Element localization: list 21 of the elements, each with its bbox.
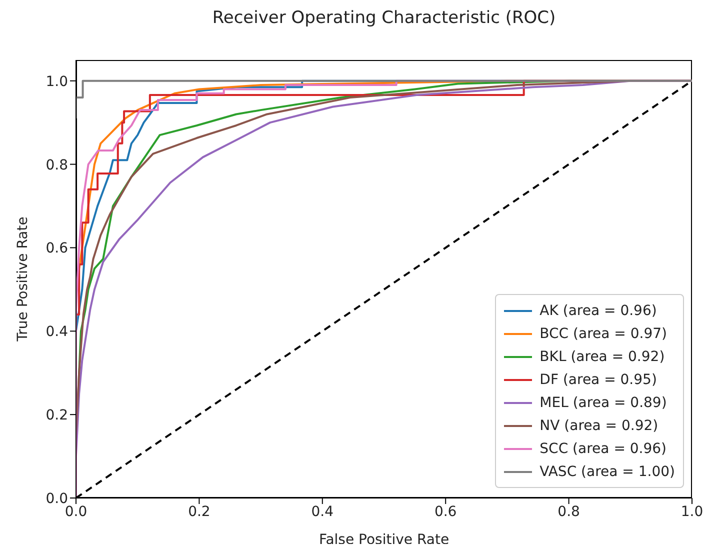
legend-label: NV (area = 0.92)	[540, 418, 658, 434]
x-tick-label: 0.4	[311, 504, 334, 520]
y-tick-label: 0.6	[46, 240, 68, 257]
y-tick-label: 0.4	[46, 324, 68, 340]
legend-label: BCC (area = 0.97)	[540, 326, 667, 342]
y-tick-label: 0.8	[46, 157, 68, 174]
legend-label: BKL (area = 0.92)	[540, 348, 665, 364]
x-tick-label: 0.2	[188, 504, 210, 520]
x-axis-title: False Positive Rate	[318, 532, 450, 548]
legend-label: DF (area = 0.95)	[540, 372, 657, 388]
legend-label: MEL (area = 0.89)	[540, 394, 667, 410]
legend-label: VASC (area = 1.00)	[540, 464, 675, 480]
x-tick-label: 1.0	[680, 504, 704, 520]
x-tick-label: 0.8	[558, 504, 580, 520]
y-tick-label: 0.2	[46, 408, 68, 424]
legend-label: AK (area = 0.96)	[540, 302, 657, 318]
x-tick-label: 0.6	[434, 504, 457, 520]
y-axis-title: True Positive Rate	[14, 216, 31, 342]
y-tick-label: 1.0	[46, 74, 68, 90]
chart-title: Receiver Operating Characteristic (ROC)	[211, 8, 557, 28]
legend-label: SCC (area = 0.96)	[540, 440, 667, 456]
